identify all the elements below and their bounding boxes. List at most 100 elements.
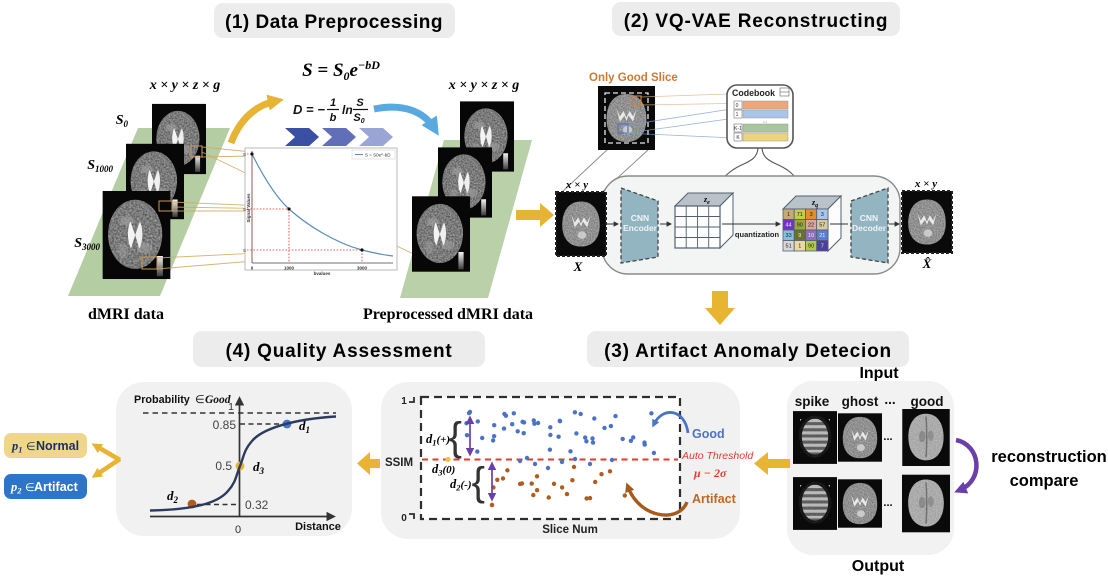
svg-text:∈: ∈ bbox=[25, 482, 35, 494]
svg-text:spike: spike bbox=[795, 394, 830, 409]
svg-text:71: 71 bbox=[797, 212, 803, 218]
svg-text:Normal: Normal bbox=[36, 439, 79, 453]
svg-text:Artifact: Artifact bbox=[34, 480, 79, 494]
svg-text:x × y: x × y bbox=[565, 179, 588, 191]
svg-text:0: 0 bbox=[736, 103, 739, 109]
svg-text:7: 7 bbox=[821, 244, 824, 250]
svg-text:Only Good Slice: Only Good Slice bbox=[589, 72, 678, 84]
svg-text:∈: ∈ bbox=[195, 394, 205, 406]
svg-text:0: 0 bbox=[235, 524, 241, 536]
svg-text:p1: p1 bbox=[11, 439, 23, 455]
svg-text:0.32: 0.32 bbox=[245, 498, 269, 512]
svg-text:(3) Artifact Anomaly Detecion: (3) Artifact Anomaly Detecion bbox=[604, 341, 892, 362]
svg-text:compare: compare bbox=[1010, 472, 1079, 490]
svg-text:1000: 1000 bbox=[284, 266, 295, 271]
svg-text:ze: ze bbox=[703, 195, 710, 206]
svg-text:CNN: CNN bbox=[860, 213, 878, 223]
svg-text:...: ... bbox=[883, 431, 892, 443]
svg-text:S = S0e−bD: S = S0e−bD bbox=[302, 58, 380, 83]
svg-text:b: b bbox=[330, 112, 337, 124]
svg-text:Slice Num: Slice Num bbox=[542, 524, 598, 536]
svg-text:...: ... bbox=[884, 392, 895, 407]
svg-text:51: 51 bbox=[786, 244, 792, 250]
svg-text:Input: Input bbox=[859, 365, 899, 382]
svg-text:{: { bbox=[449, 415, 462, 459]
svg-text:44: 44 bbox=[786, 223, 792, 229]
svg-text:S1000: S1000 bbox=[87, 158, 113, 174]
svg-text:1: 1 bbox=[330, 97, 336, 109]
svg-text:x × y: x × y bbox=[914, 178, 937, 190]
svg-text:S: S bbox=[243, 152, 246, 157]
svg-text:quantization: quantization bbox=[735, 230, 780, 239]
svg-text:ln: ln bbox=[342, 103, 353, 117]
svg-text:1: 1 bbox=[228, 401, 234, 413]
svg-text:Encoder: Encoder bbox=[623, 223, 658, 233]
svg-text:...: ... bbox=[762, 119, 767, 125]
svg-text:K-1: K-1 bbox=[734, 126, 742, 132]
svg-text:S: S bbox=[243, 207, 246, 212]
svg-text:X̂: X̂ bbox=[922, 256, 932, 271]
svg-text:22: 22 bbox=[808, 223, 814, 229]
svg-text:SSIM: SSIM bbox=[385, 457, 413, 469]
svg-text:Decoder: Decoder bbox=[852, 223, 887, 233]
svg-text:reconstruction: reconstruction bbox=[991, 448, 1107, 466]
svg-text:9: 9 bbox=[798, 233, 801, 239]
svg-text:D = −: D = − bbox=[293, 102, 325, 117]
svg-text:(2) VQ-VAE Reconstructing: (2) VQ-VAE Reconstructing bbox=[624, 11, 889, 32]
svg-text:(1) Data Preprocessing: (1) Data Preprocessing bbox=[225, 12, 443, 33]
svg-text:S: S bbox=[356, 97, 364, 109]
svg-text:∈: ∈ bbox=[26, 441, 36, 453]
svg-text:1: 1 bbox=[787, 212, 790, 218]
svg-text:μ − 2σ: μ − 2σ bbox=[693, 466, 727, 480]
svg-text:d1(+): d1(+) bbox=[426, 432, 450, 448]
svg-text:x × y × z × g: x × y × z × g bbox=[149, 78, 221, 93]
svg-text:S0: S0 bbox=[116, 113, 129, 129]
svg-text:d2: d2 bbox=[167, 488, 179, 505]
svg-text:bvalues: bvalues bbox=[314, 271, 331, 276]
svg-text:3: 3 bbox=[821, 212, 824, 218]
svg-text:S: S bbox=[243, 248, 246, 253]
svg-text:Preprocessed dMRI data: Preprocessed dMRI data bbox=[363, 306, 533, 323]
svg-text:21: 21 bbox=[819, 233, 825, 239]
svg-text:(4) Quality Assessment: (4) Quality Assessment bbox=[225, 341, 452, 362]
svg-text:0.5: 0.5 bbox=[215, 459, 232, 473]
svg-text:3000: 3000 bbox=[357, 266, 368, 271]
svg-text:10: 10 bbox=[808, 233, 814, 239]
svg-text:Signal Values: Signal Values bbox=[246, 193, 251, 223]
svg-text:Good: Good bbox=[205, 394, 231, 406]
svg-text:Artifact: Artifact bbox=[692, 492, 737, 506]
svg-text:d3: d3 bbox=[253, 459, 265, 476]
svg-text:Output: Output bbox=[852, 558, 905, 575]
svg-text:K: K bbox=[736, 135, 740, 141]
svg-text:90: 90 bbox=[797, 223, 803, 229]
svg-text:good: good bbox=[911, 394, 944, 409]
svg-text:zq: zq bbox=[811, 198, 818, 209]
svg-text:Auto Threshold: Auto Threshold bbox=[681, 450, 754, 462]
svg-text:0: 0 bbox=[401, 513, 407, 524]
svg-text:3: 3 bbox=[810, 212, 813, 218]
svg-text:1: 1 bbox=[736, 112, 739, 118]
svg-text:0.85: 0.85 bbox=[213, 418, 237, 432]
svg-text:CNN: CNN bbox=[631, 213, 649, 223]
svg-text:ghost: ghost bbox=[842, 394, 879, 409]
svg-text:d2(-): d2(-) bbox=[450, 477, 472, 493]
svg-text:...: ... bbox=[883, 497, 892, 509]
svg-text:0: 0 bbox=[251, 266, 254, 271]
svg-text:90: 90 bbox=[808, 244, 814, 250]
svg-text:Distance: Distance bbox=[295, 521, 341, 533]
svg-text:X: X bbox=[573, 259, 583, 274]
svg-text:Good: Good bbox=[692, 427, 725, 441]
svg-text:S0: S0 bbox=[353, 112, 364, 125]
svg-text:33: 33 bbox=[786, 233, 792, 239]
svg-text:57: 57 bbox=[819, 223, 825, 229]
svg-text:Probability: Probability bbox=[134, 394, 190, 406]
svg-text:{: { bbox=[472, 460, 485, 504]
svg-text:1: 1 bbox=[401, 396, 407, 407]
svg-text:Codebook: Codebook bbox=[732, 88, 775, 98]
svg-text:d3(0): d3(0) bbox=[432, 462, 455, 478]
svg-text:S = S0e^-bD: S = S0e^-bD bbox=[365, 153, 391, 158]
svg-text:d1: d1 bbox=[299, 418, 310, 435]
svg-text:1: 1 bbox=[798, 244, 801, 250]
svg-text:dMRI data: dMRI data bbox=[88, 306, 164, 323]
svg-text:x × y × z × g: x × y × z × g bbox=[448, 78, 520, 93]
